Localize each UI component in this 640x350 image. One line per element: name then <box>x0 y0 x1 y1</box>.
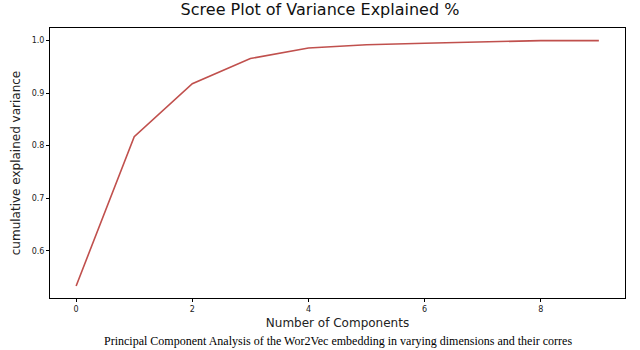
svg-text:6: 6 <box>422 305 427 314</box>
svg-text:0.7: 0.7 <box>32 194 45 203</box>
svg-text:2: 2 <box>190 305 195 314</box>
svg-text:0.9: 0.9 <box>32 89 45 98</box>
svg-text:0.6: 0.6 <box>32 247 45 256</box>
svg-text:Principal Component Analysis o: Principal Component Analysis of the Wor2… <box>104 334 572 348</box>
svg-text:4: 4 <box>306 305 311 314</box>
svg-text:cumulative explained variance: cumulative explained variance <box>9 71 23 256</box>
svg-text:0.8: 0.8 <box>32 141 45 150</box>
svg-text:Scree Plot of Variance Explain: Scree Plot of Variance Explained % <box>181 0 460 19</box>
svg-text:0: 0 <box>74 305 79 314</box>
svg-text:8: 8 <box>538 305 543 314</box>
svg-text:1.0: 1.0 <box>32 36 45 45</box>
svg-text:Number of Components: Number of Components <box>266 316 409 330</box>
